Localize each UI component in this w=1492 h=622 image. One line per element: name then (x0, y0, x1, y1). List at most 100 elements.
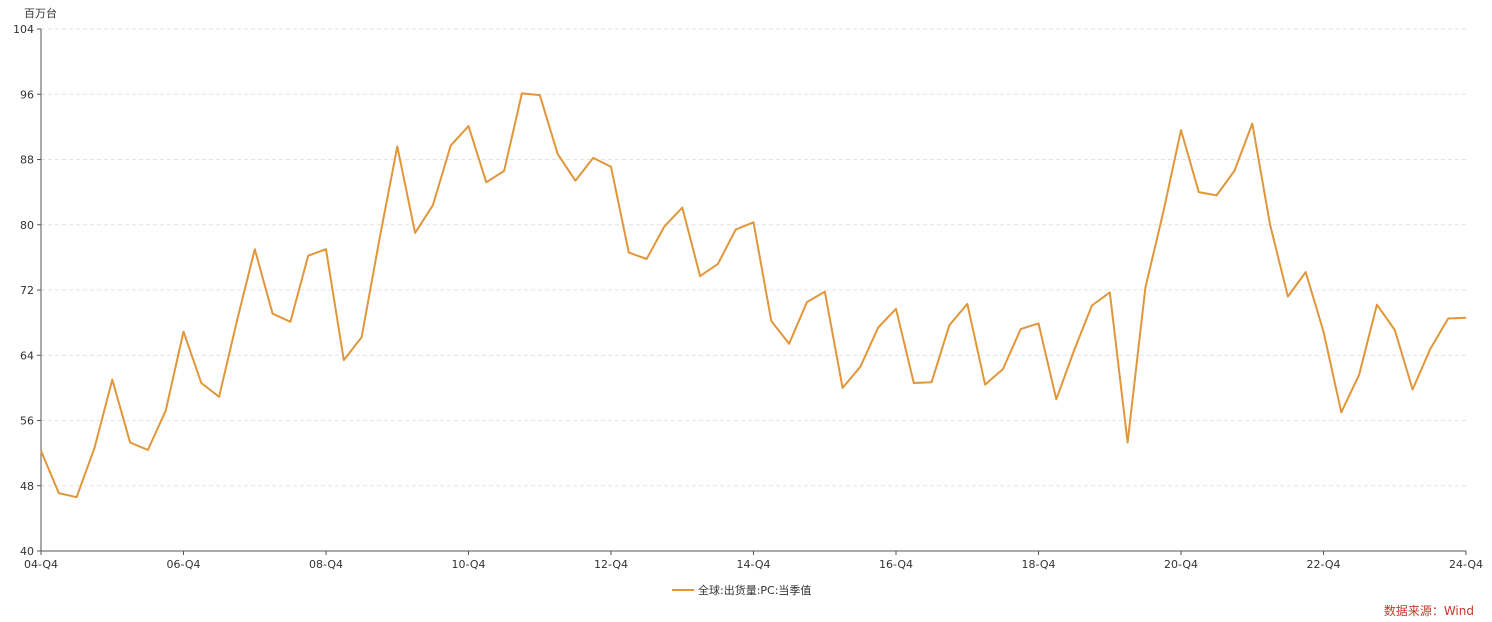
y-tick-label: 40 (20, 545, 34, 558)
data-point (574, 179, 577, 182)
data-point (1233, 169, 1236, 172)
x-tick-label: 20-Q4 (1164, 558, 1198, 571)
data-point (1215, 194, 1218, 197)
data-point (93, 447, 96, 450)
data-point (788, 342, 791, 345)
data-point (752, 221, 755, 224)
data-point (111, 378, 114, 381)
x-tick-label: 14-Q4 (736, 558, 770, 571)
x-tick-label: 22-Q4 (1306, 558, 1340, 571)
data-point (378, 238, 381, 241)
data-point (57, 492, 60, 495)
data-point (1197, 191, 1200, 194)
data-point (485, 181, 488, 184)
x-tick-label: 08-Q4 (309, 558, 343, 571)
data-point (912, 381, 915, 384)
data-point (966, 302, 969, 305)
data-point (1126, 441, 1129, 444)
data-point (1447, 317, 1450, 320)
x-tick-label: 16-Q4 (879, 558, 913, 571)
data-point (1340, 411, 1343, 414)
data-point (716, 262, 719, 265)
data-point (805, 301, 808, 304)
data-point (877, 326, 880, 329)
y-axis-unit-label: 百万台 (24, 7, 57, 20)
data-point (1393, 328, 1396, 331)
data-point (1001, 368, 1004, 371)
gridlines (41, 28, 1466, 487)
data-point (1251, 122, 1254, 125)
y-tick-label: 48 (20, 480, 34, 493)
data-point (1465, 316, 1468, 319)
x-tick-label: 10-Q4 (451, 558, 485, 571)
data-point (1304, 271, 1307, 274)
data-point (895, 307, 898, 310)
data-point (146, 448, 149, 451)
data-point (663, 225, 666, 228)
data-point (984, 383, 987, 386)
data-point (1037, 322, 1040, 325)
data-point (164, 409, 167, 412)
x-tick-label: 18-Q4 (1021, 558, 1055, 571)
data-point (770, 319, 773, 322)
legend-label: 全球:出货量:PC:当季值 (698, 584, 812, 597)
data-point (1108, 291, 1111, 294)
data-point (467, 125, 470, 128)
data-point (289, 320, 292, 323)
data-point (948, 324, 951, 327)
x-tick-label: 24-Q4 (1449, 558, 1483, 571)
data-point (841, 386, 844, 389)
data-point (129, 441, 132, 444)
legend-swatch (672, 589, 694, 591)
data-point (1162, 211, 1165, 214)
data-point (538, 94, 541, 97)
x-tick-label: 04-Q4 (24, 558, 58, 571)
data-point (734, 228, 737, 231)
data-point (930, 381, 933, 384)
data-point (699, 275, 702, 278)
data-point (503, 169, 506, 172)
y-tick-label: 104 (13, 23, 34, 36)
legend[interactable]: 全球:出货量:PC:当季值 (672, 582, 811, 598)
x-tick-label: 12-Q4 (594, 558, 628, 571)
data-point (414, 231, 417, 234)
data-point (40, 449, 43, 452)
source-label: 数据来源：Wind (1383, 604, 1474, 618)
y-tick-label: 88 (20, 154, 34, 167)
data-point (1269, 223, 1272, 226)
y-tick-label: 64 (20, 349, 34, 362)
data-point (431, 204, 434, 207)
data-point (556, 152, 559, 155)
data-point (1055, 398, 1058, 401)
data-point (520, 92, 523, 95)
data-point (218, 395, 221, 398)
data-point (325, 248, 328, 251)
data-point (1358, 373, 1361, 376)
x-tick-label: 06-Q4 (166, 558, 200, 571)
series-line (40, 92, 1467, 499)
data-point (627, 251, 630, 254)
data-point (1429, 347, 1432, 350)
data-point (1090, 304, 1093, 307)
data-point (449, 144, 452, 147)
y-tick-label: 72 (20, 284, 34, 297)
data-point (75, 496, 78, 499)
data-point (681, 206, 684, 209)
data-point (610, 165, 613, 168)
data-point (1286, 295, 1289, 298)
data-point (1411, 388, 1414, 391)
data-point (396, 145, 399, 148)
data-point (307, 254, 310, 257)
y-tick-label: 56 (20, 415, 34, 428)
data-point (1322, 330, 1325, 333)
data-point (342, 359, 345, 362)
data-point (235, 319, 238, 322)
data-point (360, 336, 363, 339)
data-point (253, 248, 256, 251)
y-tick-label: 96 (20, 88, 34, 101)
data-point (859, 365, 862, 368)
y-tick-label: 80 (20, 219, 34, 232)
data-point (182, 330, 185, 333)
